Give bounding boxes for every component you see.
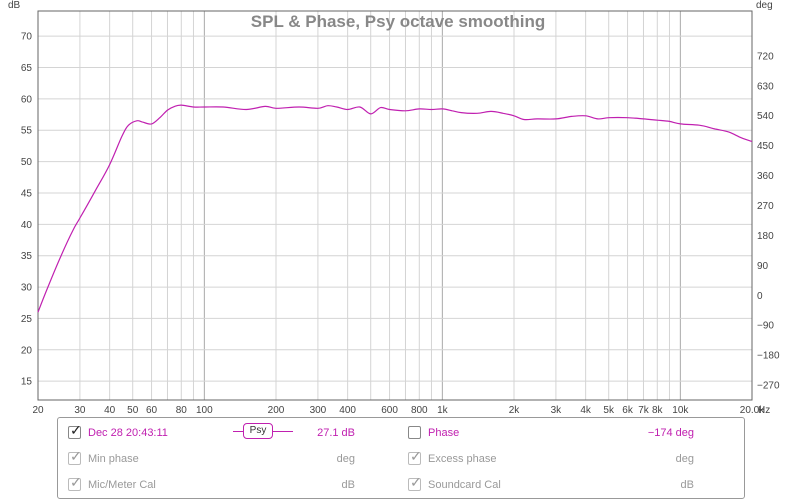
x-tick-label: 8k	[652, 405, 664, 415]
measurement-label: Dec 28 20:43:11	[88, 427, 168, 439]
x-tick-label: 1k	[437, 405, 449, 415]
soundcard-cal-unit: dB	[680, 479, 694, 491]
y-right-unit: deg	[756, 0, 773, 11]
x-tick-label: 3k	[551, 405, 563, 415]
y-right-tick-label: −90	[757, 321, 774, 332]
phase-checkbox[interactable]	[408, 426, 421, 439]
spl-value: 27.1 dB	[317, 427, 355, 439]
y-tick-label: 45	[21, 188, 33, 199]
x-tick-label: 100	[196, 405, 213, 415]
legend-panel: ✓ Dec 28 20:43:11 Psy 27.1 dB Phase −174…	[57, 417, 745, 499]
y-right-tick-label: 360	[757, 171, 774, 182]
y-left-unit: dB	[8, 0, 21, 11]
x-tick-label: 400	[339, 405, 356, 415]
x-tick-label: 300	[310, 405, 327, 415]
min-phase-unit: deg	[336, 453, 355, 465]
y-tick-label: 20	[21, 345, 33, 356]
x-tick-label: 40	[104, 405, 116, 415]
show-measurement-checkbox[interactable]: ✓	[68, 422, 82, 439]
series-line-spl	[37, 104, 753, 313]
checkmark-icon: ✓	[410, 474, 422, 490]
spl-chart: SPL & Phase, Psy octave smoothing dB deg…	[8, 0, 780, 415]
excess-phase-checkbox[interactable]: ✓	[408, 448, 422, 465]
chart-title: SPL & Phase, Psy octave smoothing	[251, 12, 545, 31]
x-tick-label: 60	[146, 405, 158, 415]
y-tick-label: 50	[21, 157, 33, 168]
x-tick-label: 800	[411, 405, 428, 415]
soundcard-cal-label: Soundcard Cal	[428, 479, 501, 491]
mic-cal-unit: dB	[341, 479, 355, 491]
x-tick-label: 10k	[672, 405, 689, 415]
tick-labels: 20 30 40 50 60 80 100 200 300 400 600 800 1k 2k 3k 4k 5k…	[21, 32, 780, 415]
y-right-tick-label: 540	[757, 111, 774, 122]
mic-cal-checkbox[interactable]: ✓	[68, 474, 82, 491]
y-tick-label: 35	[21, 251, 33, 262]
series-group	[37, 104, 753, 313]
x-tick-label: 7k	[638, 405, 650, 415]
y-right-tick-label: 0	[757, 291, 763, 302]
legend-row-measurement: ✓ Dec 28 20:43:11 Psy 27.1 dB Phase −174…	[58, 422, 744, 444]
checkmark-icon: ✓	[410, 448, 422, 464]
y-right-tick-label: 180	[757, 231, 774, 242]
y-tick-label: 30	[21, 283, 33, 294]
y-right-tick-label: −270	[757, 381, 780, 392]
legend-row-calibration: ✓ Mic/Meter Cal dB ✓ Soundcard Cal dB	[58, 474, 744, 496]
min-phase-label: Min phase	[88, 453, 139, 465]
checkmark-icon: ✓	[70, 422, 82, 438]
checkmark-icon: ✓	[70, 448, 82, 464]
x-tick-label: 4k	[580, 405, 592, 415]
phase-label: Phase	[428, 427, 460, 439]
soundcard-cal-checkbox[interactable]: ✓	[408, 474, 422, 491]
x-tick-label: 20	[32, 405, 44, 415]
y-tick-label: 15	[21, 377, 33, 388]
x-tick-label: 80	[176, 405, 188, 415]
y-tick-label: 65	[21, 63, 33, 74]
legend-row-min-phase: ✓ Min phase deg ✓ Excess phase deg	[58, 448, 744, 470]
y-tick-label: 55	[21, 126, 33, 137]
smoothing-label: Psy	[243, 423, 273, 439]
y-right-tick-label: −180	[757, 351, 780, 362]
excess-phase-unit: deg	[675, 453, 694, 465]
y-right-tick-label: 720	[757, 51, 774, 62]
excess-phase-label: Excess phase	[428, 453, 497, 465]
plot-frame	[37, 10, 753, 401]
y-right-tick-label: 270	[757, 201, 774, 212]
y-tick-label: 40	[21, 220, 33, 231]
x-tick-label: 200	[268, 405, 285, 415]
chart-grid	[38, 11, 752, 400]
x-unit: Hz	[758, 405, 770, 415]
y-tick-label: 70	[21, 32, 33, 43]
phase-value: −174 deg	[647, 427, 694, 439]
mic-cal-label: Mic/Meter Cal	[88, 479, 156, 491]
y-right-tick-label: 450	[757, 141, 774, 152]
x-tick-label: 50	[127, 405, 139, 415]
min-phase-checkbox[interactable]: ✓	[68, 448, 82, 465]
y-right-tick-label: 90	[757, 261, 769, 272]
x-tick-label: 5k	[603, 405, 615, 415]
checkmark-icon: ✓	[70, 474, 82, 490]
x-tick-label: 2k	[509, 405, 521, 415]
y-right-tick-label: 630	[757, 81, 774, 92]
x-tick-label: 6k	[622, 405, 634, 415]
x-tick-label: 30	[74, 405, 86, 415]
y-tick-label: 25	[21, 314, 33, 325]
x-tick-label: 600	[381, 405, 398, 415]
smoothing-indicator[interactable]: Psy	[233, 423, 293, 439]
x-tick-label: 20.0k	[740, 405, 765, 415]
y-tick-label: 60	[21, 94, 33, 105]
